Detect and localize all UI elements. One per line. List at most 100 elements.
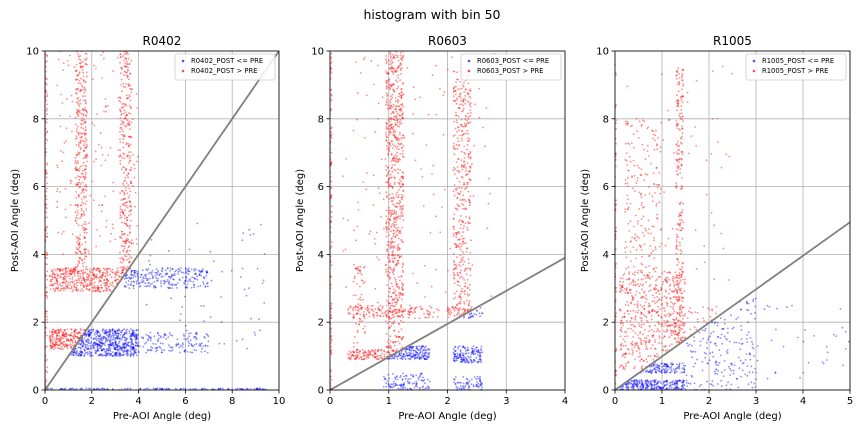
data-point: [353, 318, 355, 320]
data-point: [385, 222, 387, 224]
data-point: [162, 388, 164, 390]
data-point: [402, 270, 404, 272]
data-point: [107, 280, 109, 282]
data-point: [81, 354, 83, 356]
data-point: [69, 284, 71, 286]
data-point: [402, 378, 404, 380]
data-point: [201, 351, 203, 353]
data-point: [433, 194, 435, 196]
data-point: [81, 351, 83, 353]
data-point: [77, 151, 79, 153]
data-point: [465, 170, 467, 172]
data-point: [401, 328, 403, 330]
data-point: [93, 278, 95, 280]
data-point: [65, 209, 67, 211]
data-point: [86, 145, 88, 147]
data-point: [65, 283, 67, 285]
data-point: [117, 278, 119, 280]
data-point: [117, 335, 119, 337]
data-point: [186, 330, 188, 332]
data-point: [396, 283, 398, 285]
data-point: [46, 182, 48, 184]
data-point: [46, 55, 48, 57]
data-point: [462, 177, 464, 179]
data-point: [129, 88, 131, 90]
data-point: [391, 59, 393, 61]
data-point: [46, 316, 48, 318]
data-point: [384, 356, 386, 358]
data-point: [136, 225, 138, 227]
data-point: [362, 349, 364, 351]
data-point: [75, 191, 77, 193]
data-point: [402, 355, 404, 357]
data-point: [140, 281, 142, 283]
data-point: [201, 388, 203, 390]
data-point: [456, 314, 458, 316]
data-point: [62, 270, 64, 272]
data-point: [123, 153, 125, 155]
data-point: [385, 264, 387, 266]
data-point: [420, 379, 422, 381]
data-point: [202, 268, 204, 270]
data-point: [86, 344, 88, 346]
data-point: [397, 102, 399, 104]
data-point: [50, 339, 52, 341]
data-point: [123, 250, 125, 252]
data-point: [96, 274, 98, 276]
data-point: [387, 108, 389, 110]
data-point: [400, 109, 402, 111]
data-point: [195, 350, 197, 352]
data-point: [364, 315, 366, 317]
data-point: [46, 119, 48, 121]
data-point: [129, 341, 131, 343]
data-point: [70, 335, 72, 337]
data-point: [331, 305, 333, 307]
data-point: [112, 224, 114, 226]
data-point: [87, 277, 89, 279]
data-point: [80, 66, 82, 68]
data-point: [136, 281, 138, 283]
data-point: [98, 287, 100, 289]
data-point: [120, 124, 122, 126]
data-point: [121, 231, 123, 233]
data-point: [100, 291, 102, 293]
data-point: [91, 280, 93, 282]
data-point: [83, 195, 85, 197]
data-point: [408, 349, 410, 351]
data-point: [388, 234, 390, 236]
data-point: [395, 193, 397, 195]
data-point: [377, 307, 379, 309]
data-point: [98, 344, 100, 346]
data-point: [400, 354, 402, 356]
data-point: [462, 354, 464, 356]
data-point: [46, 321, 48, 323]
data-point: [453, 360, 455, 362]
data-point: [104, 196, 106, 198]
data-point: [330, 136, 332, 138]
data-point: [480, 352, 482, 354]
data-point: [46, 188, 48, 190]
data-point: [127, 192, 129, 194]
data-point: [124, 234, 126, 236]
x-tick-label: 2: [89, 396, 95, 407]
data-point: [92, 287, 94, 289]
data-point: [361, 274, 363, 276]
data-point: [396, 231, 398, 233]
data-point: [172, 268, 174, 270]
data-point: [90, 278, 92, 280]
data-point: [454, 267, 456, 269]
data-point: [187, 341, 189, 343]
data-point: [126, 219, 128, 221]
data-point: [403, 353, 405, 355]
data-point: [355, 355, 357, 357]
data-point: [454, 70, 456, 72]
data-point: [385, 191, 387, 193]
data-point: [472, 348, 474, 350]
data-point: [208, 340, 210, 342]
data-point: [152, 275, 154, 277]
data-point: [75, 117, 77, 119]
data-point: [46, 84, 48, 86]
data-point: [386, 126, 388, 128]
data-point: [124, 202, 126, 204]
data-point: [145, 277, 147, 279]
